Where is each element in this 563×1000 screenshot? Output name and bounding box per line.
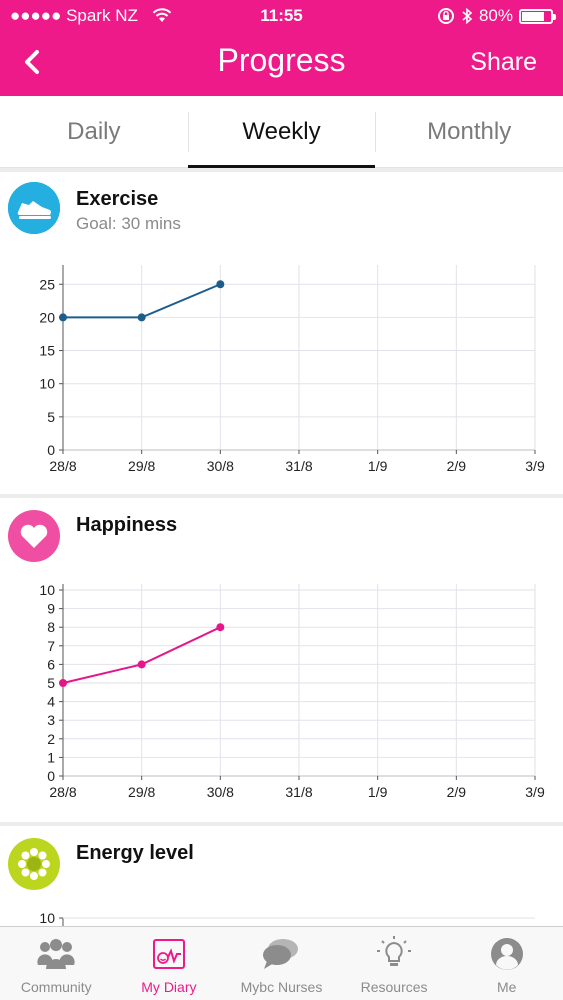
x-tick-label: 3/9 <box>525 784 545 800</box>
exercise-title: Exercise <box>76 188 159 210</box>
x-tick-label: 30/8 <box>207 784 234 800</box>
x-tick-label: 28/8 <box>49 784 76 800</box>
x-tick-label: 29/8 <box>128 458 155 474</box>
y-tick-label: 10 <box>39 910 55 926</box>
y-tick-label: 2 <box>47 731 55 747</box>
tabbar-label: Mybc Nurses <box>240 979 323 995</box>
x-tick-label: 1/9 <box>368 784 388 800</box>
tabbar-item-community[interactable]: Community <box>0 927 113 1000</box>
data-point <box>137 660 146 669</box>
person-icon <box>490 938 523 970</box>
exercise-section: Exercise Goal: 30 mins 0 5 10 15 20 25 28/8 29/… <box>0 172 563 494</box>
tab-weekly[interactable]: Weekly <box>187 96 376 168</box>
tab-daily[interactable]: Daily <box>67 118 121 145</box>
back-chevron-icon[interactable] <box>18 44 48 80</box>
x-tick-label: 3/9 <box>525 458 545 474</box>
x-tick-label: 28/8 <box>49 458 76 474</box>
data-point <box>216 280 225 289</box>
x-tick-label: 30/8 <box>207 458 234 474</box>
bottom-tab-bar: Community My Diary Mybc Nurses <box>0 926 563 1000</box>
wifi-icon <box>152 8 172 22</box>
tabbar-item-me[interactable]: Me <box>450 927 563 1000</box>
tab-monthly[interactable]: Monthly <box>375 96 563 167</box>
status-bar: ●●●●● Spark NZ 11:55 80% <box>0 4 563 28</box>
header: ●●●●● Spark NZ 11:55 80% Progress Share <box>0 0 563 96</box>
divider <box>0 822 563 826</box>
battery-percent: 80% <box>478 6 513 25</box>
shoe-icon <box>8 182 60 234</box>
y-tick-label: 10 <box>39 582 55 598</box>
nav-bar: Progress Share <box>0 34 563 90</box>
chat-icon <box>263 939 299 969</box>
battery-icon <box>519 8 556 24</box>
tabbar-label: Resources <box>360 979 428 995</box>
energy-title: Energy level <box>76 842 194 864</box>
data-point <box>59 313 67 322</box>
y-tick-label: 25 <box>39 276 55 292</box>
community-icon <box>37 939 75 969</box>
x-tick-label: 2/9 <box>447 458 467 474</box>
y-tick-label: 0 <box>47 768 55 784</box>
energy-chart: 10 <box>39 910 535 926</box>
energy-badge <box>8 838 60 890</box>
rotation-lock-icon <box>437 8 454 24</box>
lightbulb-icon <box>377 936 412 966</box>
share-button[interactable]: Share <box>470 48 537 76</box>
tabbar-item-my-diary[interactable]: My Diary <box>113 927 226 1000</box>
clock: 11:55 <box>260 6 303 25</box>
page-title: Progress <box>217 42 346 78</box>
y-tick-label: 20 <box>39 309 55 325</box>
y-tick-label: 8 <box>47 619 55 635</box>
tabbar-item-mybc-nurses[interactable]: Mybc Nurses <box>225 927 338 1000</box>
x-tick-label: 31/8 <box>285 458 312 474</box>
bluetooth-icon <box>462 7 473 25</box>
tabbar-label: Community <box>20 979 92 995</box>
y-tick-label: 3 <box>47 712 55 728</box>
data-point <box>59 679 67 687</box>
data-point <box>216 623 225 632</box>
tabbar-label: Me <box>496 979 517 995</box>
x-tick-label: 1/9 <box>368 458 388 474</box>
y-tick-label: 7 <box>47 638 55 654</box>
y-tick-label: 4 <box>47 694 55 710</box>
divider <box>0 494 563 498</box>
happiness-section: Happiness 0 1 2 3 4 5 6 7 8 9 10 28/8 29/8 30/8 31/8 1/… <box>0 498 563 822</box>
exercise-goal: Goal: 30 mins <box>76 214 181 233</box>
divider <box>0 168 563 172</box>
status-right: 80% <box>437 6 556 26</box>
exercise-chart: 0 5 10 15 20 25 28/8 29/8 30/8 31/8 1/9 2/9 3/9 <box>39 265 545 474</box>
tabbar-item-resources[interactable]: Resources <box>338 927 451 1000</box>
x-tick-label: 2/9 <box>447 784 467 800</box>
y-tick-label: 1 <box>47 749 55 765</box>
happiness-title: Happiness <box>76 514 178 536</box>
sunflower-icon <box>8 838 60 890</box>
happiness-badge <box>8 510 60 562</box>
data-point <box>137 313 146 322</box>
x-tick-label: 29/8 <box>128 784 155 800</box>
y-tick-label: 15 <box>39 343 55 359</box>
diary-icon <box>152 939 185 969</box>
y-tick-label: 5 <box>47 675 55 691</box>
y-tick-label: 0 <box>47 442 55 458</box>
energy-section: Energy level 10 <box>0 826 563 926</box>
tabbar-label: My Diary <box>141 979 197 995</box>
y-tick-label: 10 <box>39 376 55 392</box>
period-tabs: Daily Weekly Monthly <box>0 96 563 168</box>
heart-icon <box>8 510 60 562</box>
happiness-chart: 0 1 2 3 4 5 6 7 8 9 10 28/8 29/8 30/8 31/8 1/9 2/9 3/9 <box>39 582 545 800</box>
y-tick-label: 5 <box>47 409 55 425</box>
carrier-label: ●●●●● Spark NZ <box>10 6 138 25</box>
y-tick-label: 9 <box>47 601 55 617</box>
y-tick-label: 6 <box>47 656 55 672</box>
x-tick-label: 31/8 <box>285 784 312 800</box>
exercise-badge <box>8 182 60 234</box>
